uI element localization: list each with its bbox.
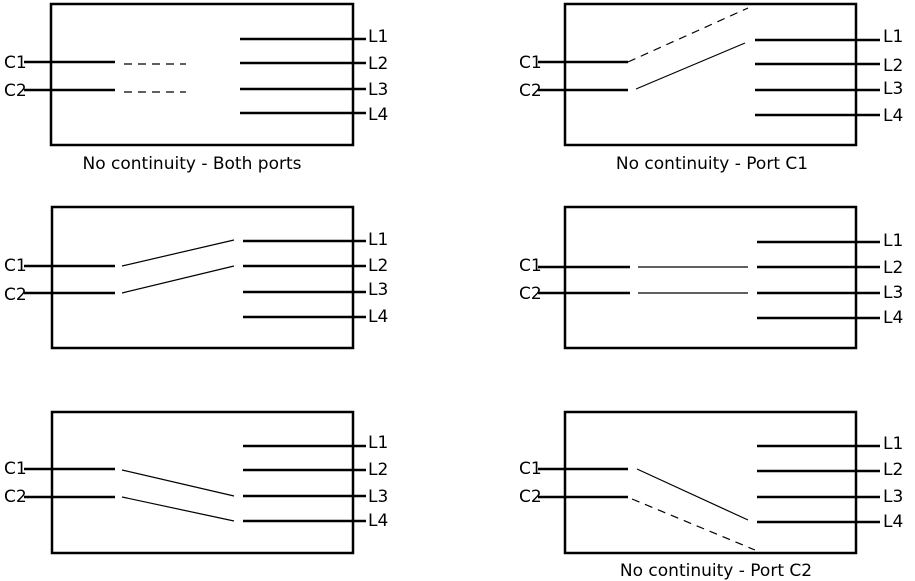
l2-label: L2 <box>368 460 388 480</box>
c2-broken-link <box>631 498 756 551</box>
panel-c1-l3-c2-l4: C1 C2 L1 L2 L3 L4 <box>4 410 388 555</box>
l1-label: L1 <box>883 27 903 47</box>
l2-label: L2 <box>368 54 388 74</box>
panel-frame <box>50 410 355 555</box>
c1-link <box>121 239 235 267</box>
panel-frame <box>563 2 858 147</box>
panel-caption: No continuity - Port C1 <box>616 154 808 174</box>
panel-caption: No continuity - Port C2 <box>620 561 812 581</box>
l3-label: L3 <box>368 487 388 507</box>
panel-frame <box>50 205 355 350</box>
l2-label: L2 <box>883 258 903 278</box>
l3-label: L3 <box>368 280 388 300</box>
l3-label: L3 <box>883 283 903 303</box>
c1-broken-link <box>627 7 749 63</box>
c2-link <box>121 496 235 522</box>
l4-label: L4 <box>883 308 903 328</box>
c2-link <box>635 42 746 90</box>
l2-label: L2 <box>368 256 388 276</box>
panel-frame <box>563 205 858 350</box>
panel-frame <box>563 410 858 555</box>
c1-link <box>636 468 749 521</box>
c2-label: C2 <box>519 284 542 304</box>
c1-label: C1 <box>4 256 27 276</box>
c2-label: C2 <box>4 285 27 305</box>
l1-label: L1 <box>368 433 388 453</box>
l3-label: L3 <box>368 80 388 100</box>
c2-label: C2 <box>519 81 542 101</box>
c2-label: C2 <box>519 487 542 507</box>
panel-no-continuity-both-ports: C1 C2 L1 L2 L3 L4 No continuity - Both p… <box>4 2 388 174</box>
l1-label: L1 <box>368 27 388 47</box>
c2-link <box>121 265 235 294</box>
c2-label: C2 <box>4 487 27 507</box>
c1-link <box>121 469 235 497</box>
panel-no-continuity-port-c2: C1 C2 L1 L2 L3 L4 No continuity - Port C… <box>519 410 903 581</box>
l1-label: L1 <box>883 231 903 251</box>
l2-label: L2 <box>883 460 903 480</box>
c1-label: C1 <box>519 53 542 73</box>
panel-c1-l1-c2-l2: C1 C2 L1 L2 L3 L4 <box>4 205 388 350</box>
l4-label: L4 <box>368 105 388 125</box>
c1-label: C1 <box>4 53 27 73</box>
l3-label: L3 <box>883 79 903 99</box>
l3-label: L3 <box>883 487 903 507</box>
c2-label: C2 <box>4 81 27 101</box>
c1-label: C1 <box>519 459 542 479</box>
l4-label: L4 <box>368 511 388 531</box>
panel-frame <box>49 2 355 147</box>
l4-label: L4 <box>883 106 903 126</box>
l4-label: L4 <box>368 307 388 327</box>
panel-caption: No continuity - Both ports <box>83 154 302 174</box>
c1-label: C1 <box>519 256 542 276</box>
panel-no-continuity-port-c1: C1 C2 L1 L2 L3 L4 No continuity - Port C… <box>519 2 903 174</box>
l1-label: L1 <box>368 230 388 250</box>
panel-c1-l2-c2-l3: C1 C2 L1 L2 L3 L4 <box>519 205 903 350</box>
l2-label: L2 <box>883 56 903 76</box>
c1-label: C1 <box>4 459 27 479</box>
l4-label: L4 <box>883 512 903 532</box>
l1-label: L1 <box>883 434 903 454</box>
